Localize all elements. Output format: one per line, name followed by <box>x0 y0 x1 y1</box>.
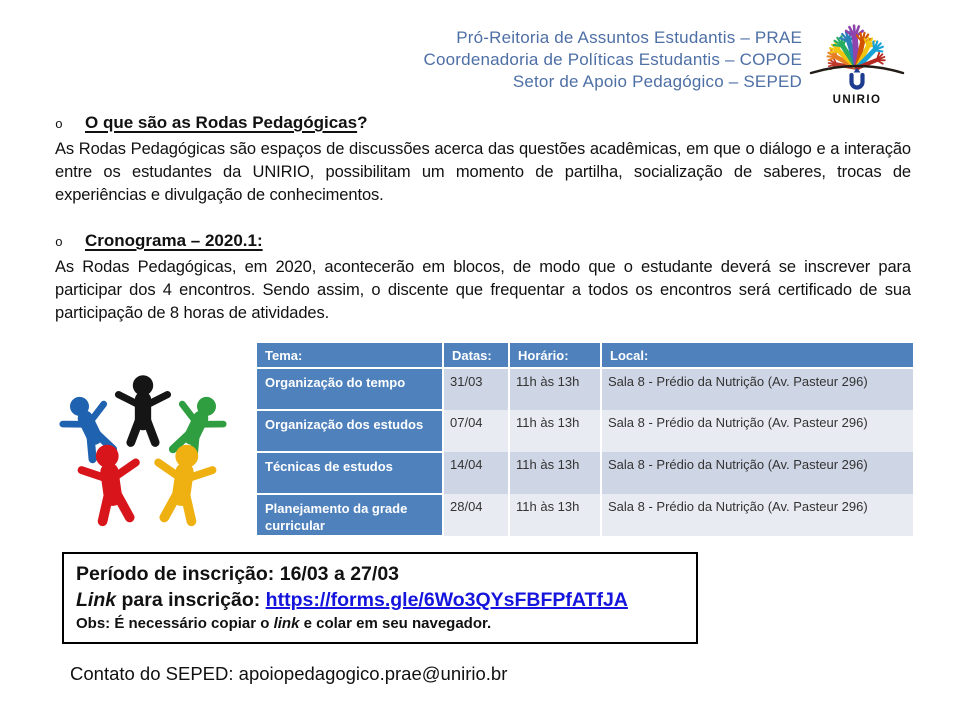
bullet-circle: o <box>55 235 63 250</box>
header-line-prae: Pró-Reitoria de Assuntos Estudantis – PR… <box>456 28 802 47</box>
header-org-lines: Pró-Reitoria de Assuntos Estudantis – PR… <box>424 27 802 93</box>
registration-period-value: 16/03 a 27/03 <box>279 563 400 585</box>
registration-link-line: Link para inscrição: https://forms.gle/6… <box>76 587 684 614</box>
unirio-logo-wordmark: UNIRIO <box>833 94 882 106</box>
section-1-title: O que são as Rodas Pedagógicas <box>85 113 358 132</box>
registration-period: Período de inscrição: 16/03 a 27/03 <box>76 561 684 587</box>
cell-data: 28/04 <box>442 494 509 536</box>
contact-line: Contato do SEPED: apoiopedagogico.prae@u… <box>70 663 508 684</box>
bullet-circle: o <box>55 117 63 132</box>
unirio-logo-icon: UNIRIO <box>809 8 905 106</box>
link-word: Link <box>76 589 117 611</box>
cell-horario: 11h às 13h <box>508 494 601 536</box>
col-header-tema: Tema: <box>257 343 443 369</box>
table-row: Técnicas de estudos 14/04 11h às 13h Sal… <box>257 452 913 495</box>
section-2-heading: o Cronograma – 2020.1: <box>55 229 911 254</box>
table-header-row: Tema: Datas: Horário: Local: <box>257 343 913 369</box>
col-header-datas: Datas: <box>442 343 509 369</box>
col-header-local: Local: <box>600 343 913 369</box>
registration-box: Período de inscrição: 16/03 a 27/03 Link… <box>62 552 698 644</box>
section-1-paragraph: As Rodas Pedagógicas são espaços de disc… <box>55 140 911 204</box>
cell-local: Sala 8 - Prédio da Nutrição (Av. Pasteur… <box>600 452 913 494</box>
table-row: Organização dos estudos 07/04 11h às 13h… <box>257 410 913 453</box>
header-line-seped: Setor de Apoio Pedagógico – SEPED <box>512 72 802 91</box>
section-1-heading: o O que são as Rodas Pedagógicas? <box>55 111 911 136</box>
cell-tema: Organização do tempo <box>257 368 443 411</box>
obs-prefix: Obs: É necessário copiar o <box>76 615 270 632</box>
section-2-paragraph: As Rodas Pedagógicas, em 2020, acontecer… <box>55 258 911 322</box>
cell-data: 07/04 <box>442 410 509 452</box>
section-1-title-suffix: ? <box>357 113 368 132</box>
registration-period-label: Período de inscrição: <box>76 563 275 585</box>
header-line-copoe: Coordenadoria de Políticas Estudantis – … <box>423 50 802 69</box>
cell-horario: 11h às 13h <box>508 452 601 494</box>
obs-italic-word: link <box>273 615 300 632</box>
obs-suffix: e colar em seu navegador. <box>303 615 492 632</box>
link-label: para inscrição: <box>121 589 261 611</box>
section-2-title: Cronograma – 2020.1: <box>85 231 263 250</box>
cell-data: 14/04 <box>442 452 509 494</box>
schedule-table: Tema: Datas: Horário: Local: Organização… <box>257 343 913 537</box>
cell-data: 31/03 <box>442 368 509 410</box>
content: o O que são as Rodas Pedagógicas? As Rod… <box>55 111 911 347</box>
registration-link[interactable]: https://forms.gle/6Wo3QYsFBFPfATfJA <box>265 589 628 611</box>
people-circle-image <box>42 356 242 538</box>
cell-horario: 11h às 13h <box>508 368 601 410</box>
cell-tema: Planejamento da grade curricular <box>257 494 443 537</box>
table-row: Planejamento da grade curricular 28/04 1… <box>257 494 913 537</box>
cell-local: Sala 8 - Prédio da Nutrição (Av. Pasteur… <box>600 494 913 536</box>
cell-local: Sala 8 - Prédio da Nutrição (Av. Pasteur… <box>600 368 913 410</box>
cell-tema: Organização dos estudos <box>257 410 443 453</box>
cell-local: Sala 8 - Prédio da Nutrição (Av. Pasteur… <box>600 410 913 452</box>
table-row: Organização do tempo 31/03 11h às 13h Sa… <box>257 368 913 411</box>
col-header-horario: Horário: <box>508 343 601 369</box>
cell-horario: 11h às 13h <box>508 410 601 452</box>
cell-tema: Técnicas de estudos <box>257 452 443 495</box>
registration-obs: Obs: É necessário copiar o link e colar … <box>76 614 684 634</box>
